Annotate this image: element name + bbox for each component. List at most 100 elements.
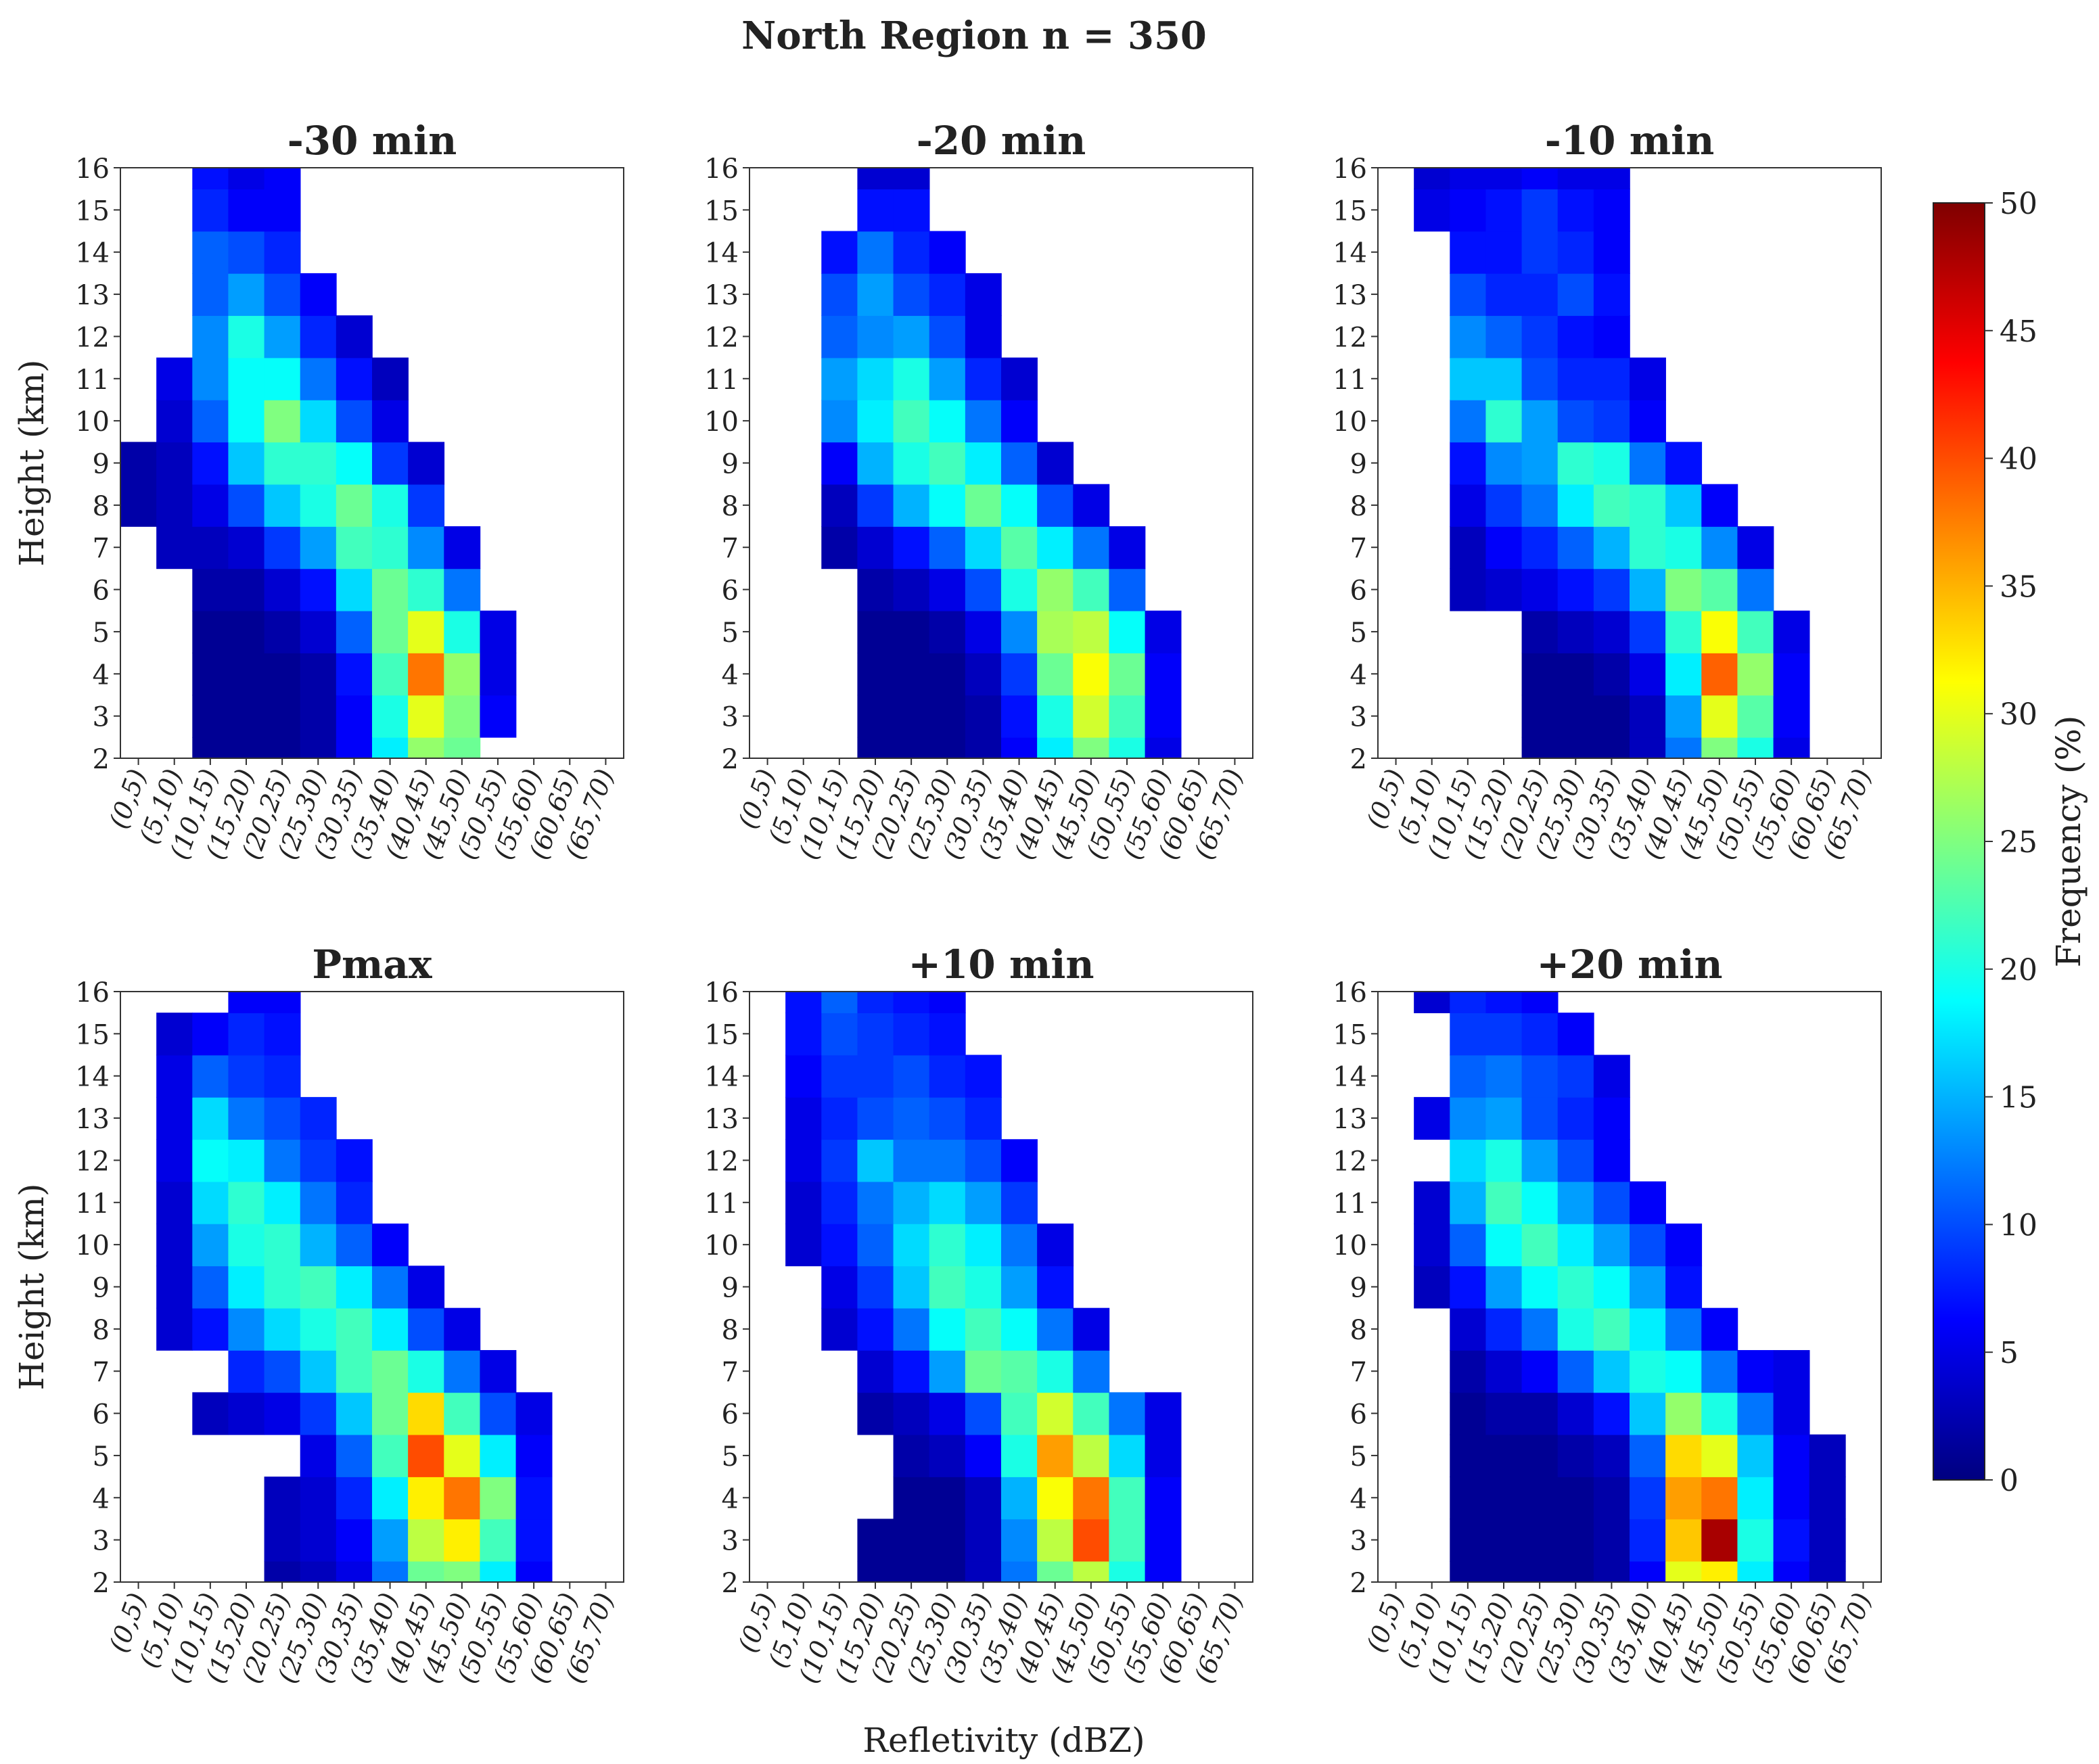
heatmap-cell [372, 357, 409, 400]
heatmap-cell [1450, 1350, 1487, 1393]
heatmap-cell [1737, 1434, 1774, 1477]
heatmap-cell [1450, 231, 1487, 274]
heatmap-cell [965, 1392, 1002, 1435]
heatmap-cell [1145, 1518, 1182, 1562]
heatmap-cell [1593, 1560, 1630, 1583]
shared-labels: Refletivity (dBZ) [862, 1721, 1145, 1760]
heatmap-cell [336, 1560, 373, 1583]
y-tick-label: 8 [722, 491, 739, 522]
heatmap-cell [1557, 568, 1594, 611]
heatmap-cell [300, 695, 337, 738]
heatmap-cell [156, 442, 193, 485]
heatmap-cell [1557, 1223, 1594, 1267]
heatmap-cell [1521, 695, 1559, 738]
heatmap-cell [264, 1518, 301, 1562]
heatmap-cell [1001, 1477, 1038, 1520]
heatmap-cell [372, 737, 409, 759]
heatmap-cell [857, 695, 894, 738]
heatmap-cell [929, 399, 966, 443]
heatmap-cell [821, 1307, 858, 1351]
heatmap-cell [300, 1350, 337, 1393]
heatmap-cell [821, 1223, 858, 1267]
heatmap-cell [929, 315, 966, 358]
y-tick-label: 13 [75, 280, 110, 311]
heatmap-cell [857, 399, 894, 443]
y-tick-label: 10 [75, 407, 110, 438]
heatmap-cell [857, 168, 894, 189]
heatmap-cell [228, 1266, 265, 1309]
heatmap-cell [893, 484, 930, 527]
heatmap-cell [156, 1096, 193, 1140]
heatmap-cell [156, 357, 193, 400]
heatmap-cell [372, 695, 409, 738]
heatmap-cell [408, 610, 445, 653]
heatmap-cell [264, 273, 301, 317]
heatmap-cell [228, 273, 265, 317]
heatmap-cell [372, 1392, 409, 1435]
heatmap-cell [893, 273, 930, 317]
heatmap-cell [264, 1477, 301, 1520]
heatmap-cell [1521, 610, 1559, 653]
heatmap-cell [821, 1181, 858, 1224]
y-tick-label: 5 [1350, 618, 1367, 649]
heatmap-cell [480, 610, 517, 653]
heatmap-cell [821, 399, 858, 443]
heatmap-cell [1485, 315, 1523, 358]
heatmap-cell [1037, 610, 1074, 653]
heatmap-cell [1593, 695, 1630, 738]
heatmap-cell [192, 1054, 229, 1098]
heatmap-cell [929, 653, 966, 696]
heatmap-cell [408, 653, 445, 696]
heatmap-cell [893, 1477, 930, 1520]
heatmap-cell [372, 484, 409, 527]
heatmap-cell [156, 1181, 193, 1224]
colorbar-tick-label: 30 [2000, 697, 2037, 732]
heatmap-cell [965, 1096, 1002, 1140]
heatmap-cell [1809, 1477, 1846, 1520]
y-tick-label: 2 [722, 744, 739, 775]
heatmap-cell [965, 737, 1002, 759]
heatmap-cell [228, 1307, 265, 1351]
heatmap-cell [1773, 1477, 1810, 1520]
heatmap-cell [1557, 189, 1594, 232]
y-tick-label: 13 [75, 1104, 110, 1135]
heatmap-cell [156, 526, 193, 570]
heatmap-cell [300, 484, 337, 527]
heatmap-cell [785, 1096, 823, 1140]
y-tick-label: 9 [722, 1273, 739, 1304]
heatmap-cell [264, 610, 301, 653]
heatmap-cell [1593, 1307, 1630, 1351]
heatmap-cell [1665, 1266, 1703, 1309]
heatmap-cell [1593, 231, 1630, 274]
heatmap-cell [1593, 273, 1630, 317]
heatmap-cell [192, 1181, 229, 1224]
heatmap-cell [1737, 610, 1774, 653]
heatmap-cell [1037, 1223, 1074, 1267]
y-tick-label: 6 [1350, 576, 1367, 607]
heatmap-cell [480, 1392, 517, 1435]
heatmap-cell [264, 653, 301, 696]
y-tick-label: 5 [722, 1441, 739, 1472]
heatmap-cell [893, 1266, 930, 1309]
heatmap-cell [1701, 737, 1738, 759]
heatmap-cell [1485, 189, 1523, 232]
heatmap-cell [228, 1096, 265, 1140]
heatmap-cell [1630, 653, 1666, 696]
heatmap-cell [1773, 610, 1810, 653]
heatmap-cell [408, 484, 445, 527]
heatmap-cell [929, 1434, 966, 1477]
heatmap-cell [300, 1392, 337, 1435]
heatmap-cell [1109, 1560, 1146, 1583]
heatmap-cell [785, 1181, 823, 1224]
heatmap-cell [821, 1096, 858, 1140]
y-tick-label: 12 [75, 322, 110, 353]
heatmap-cell [1037, 1518, 1074, 1562]
heatmap-cell [264, 737, 301, 759]
heatmap-cell [893, 1139, 930, 1182]
heatmap-cell [408, 442, 445, 485]
heatmap-cell [1485, 273, 1523, 317]
y-tick-label: 4 [722, 1483, 739, 1514]
heatmap-cell [1593, 1181, 1630, 1224]
heatmap-cell [857, 610, 894, 653]
y-tick-label: 3 [1350, 702, 1367, 733]
